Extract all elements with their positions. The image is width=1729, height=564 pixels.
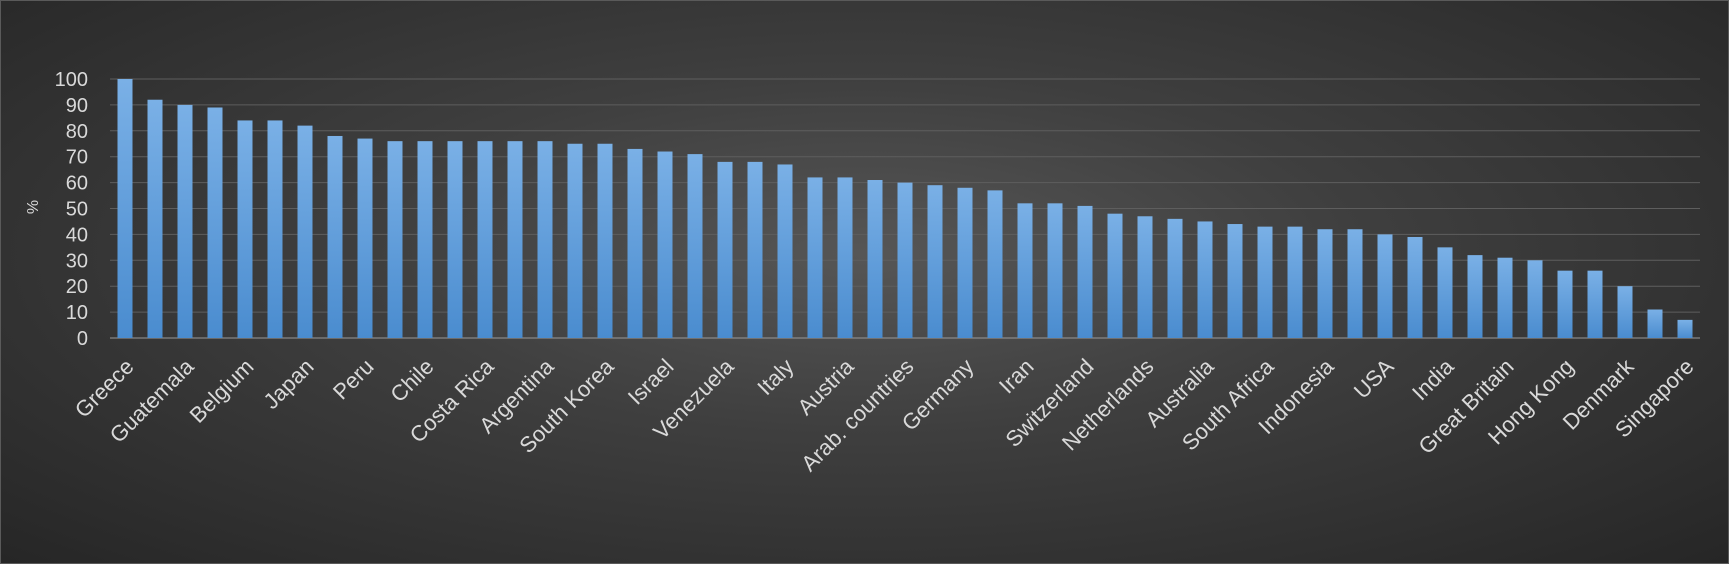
bar — [147, 99, 163, 338]
bar — [1497, 257, 1513, 338]
bar — [1677, 319, 1693, 338]
y-tick-label: 0 — [77, 328, 88, 350]
bar — [1347, 229, 1363, 338]
bar — [477, 141, 493, 338]
bar — [1617, 286, 1633, 338]
y-tick-label: 30 — [66, 250, 88, 272]
bar — [837, 177, 853, 338]
bar — [207, 107, 223, 339]
bar — [657, 151, 673, 338]
bar — [747, 161, 763, 338]
bar — [417, 141, 433, 338]
bar — [1017, 203, 1033, 338]
bar — [717, 161, 733, 338]
y-tick-label: 70 — [66, 147, 88, 169]
bar — [1047, 203, 1063, 338]
bar — [1557, 270, 1573, 338]
x-tick-label: USA — [1349, 354, 1399, 404]
bar — [687, 154, 703, 338]
bar — [1407, 236, 1423, 338]
bar — [777, 164, 793, 338]
y-tick-label: 40 — [66, 224, 88, 246]
y-tick-label: 60 — [66, 173, 88, 195]
bar — [267, 120, 283, 338]
bar — [927, 185, 943, 338]
bar — [297, 125, 313, 339]
bar — [447, 141, 463, 338]
bar — [567, 143, 583, 338]
y-tick-label: 100 — [55, 69, 88, 91]
bar — [537, 141, 553, 338]
bar — [117, 79, 133, 338]
bar — [1197, 221, 1213, 338]
bar — [627, 148, 643, 338]
bar — [1107, 213, 1123, 338]
x-tick-label: Chile — [385, 354, 438, 407]
bar — [1317, 229, 1333, 338]
y-tick-label: 80 — [66, 121, 88, 143]
x-tick-label: Italy — [752, 354, 798, 400]
x-tick-label: Peru — [328, 354, 379, 405]
y-axis-label: % — [25, 200, 42, 214]
bar — [1257, 226, 1273, 338]
bar — [1227, 224, 1243, 338]
x-tick-label: Israel — [623, 354, 679, 410]
bar — [987, 190, 1003, 338]
bar — [357, 138, 373, 338]
bar — [327, 135, 343, 338]
x-tick-label: Iran — [994, 354, 1038, 398]
y-tick-label: 90 — [66, 95, 88, 117]
x-tick-label: Japan — [258, 354, 318, 414]
bar — [387, 141, 403, 338]
bar — [1377, 234, 1393, 338]
bar — [1647, 309, 1663, 338]
bar — [1587, 270, 1603, 338]
bar — [807, 177, 823, 338]
y-tick-label: 10 — [66, 302, 88, 324]
bar — [1287, 226, 1303, 338]
bar — [1437, 247, 1453, 338]
gridlines — [110, 78, 1700, 339]
bar — [867, 180, 883, 338]
bars — [117, 79, 1693, 339]
bar — [237, 120, 253, 338]
y-tick-label: 20 — [66, 276, 88, 298]
bar — [597, 143, 613, 338]
bar — [1137, 216, 1153, 338]
x-tick-label: Belgium — [185, 354, 259, 428]
bar — [507, 141, 523, 338]
bar — [897, 182, 913, 338]
bar — [1077, 205, 1093, 338]
y-axis-ticks: 0 10 20 30 40 50 60 70 80 90 100 — [55, 69, 88, 350]
bar — [1167, 218, 1183, 338]
x-tick-label: India — [1407, 353, 1459, 405]
y-tick-label: 50 — [66, 199, 88, 221]
bar — [1527, 260, 1543, 338]
bar — [177, 104, 193, 339]
bar — [1467, 255, 1483, 338]
bar — [957, 187, 973, 338]
